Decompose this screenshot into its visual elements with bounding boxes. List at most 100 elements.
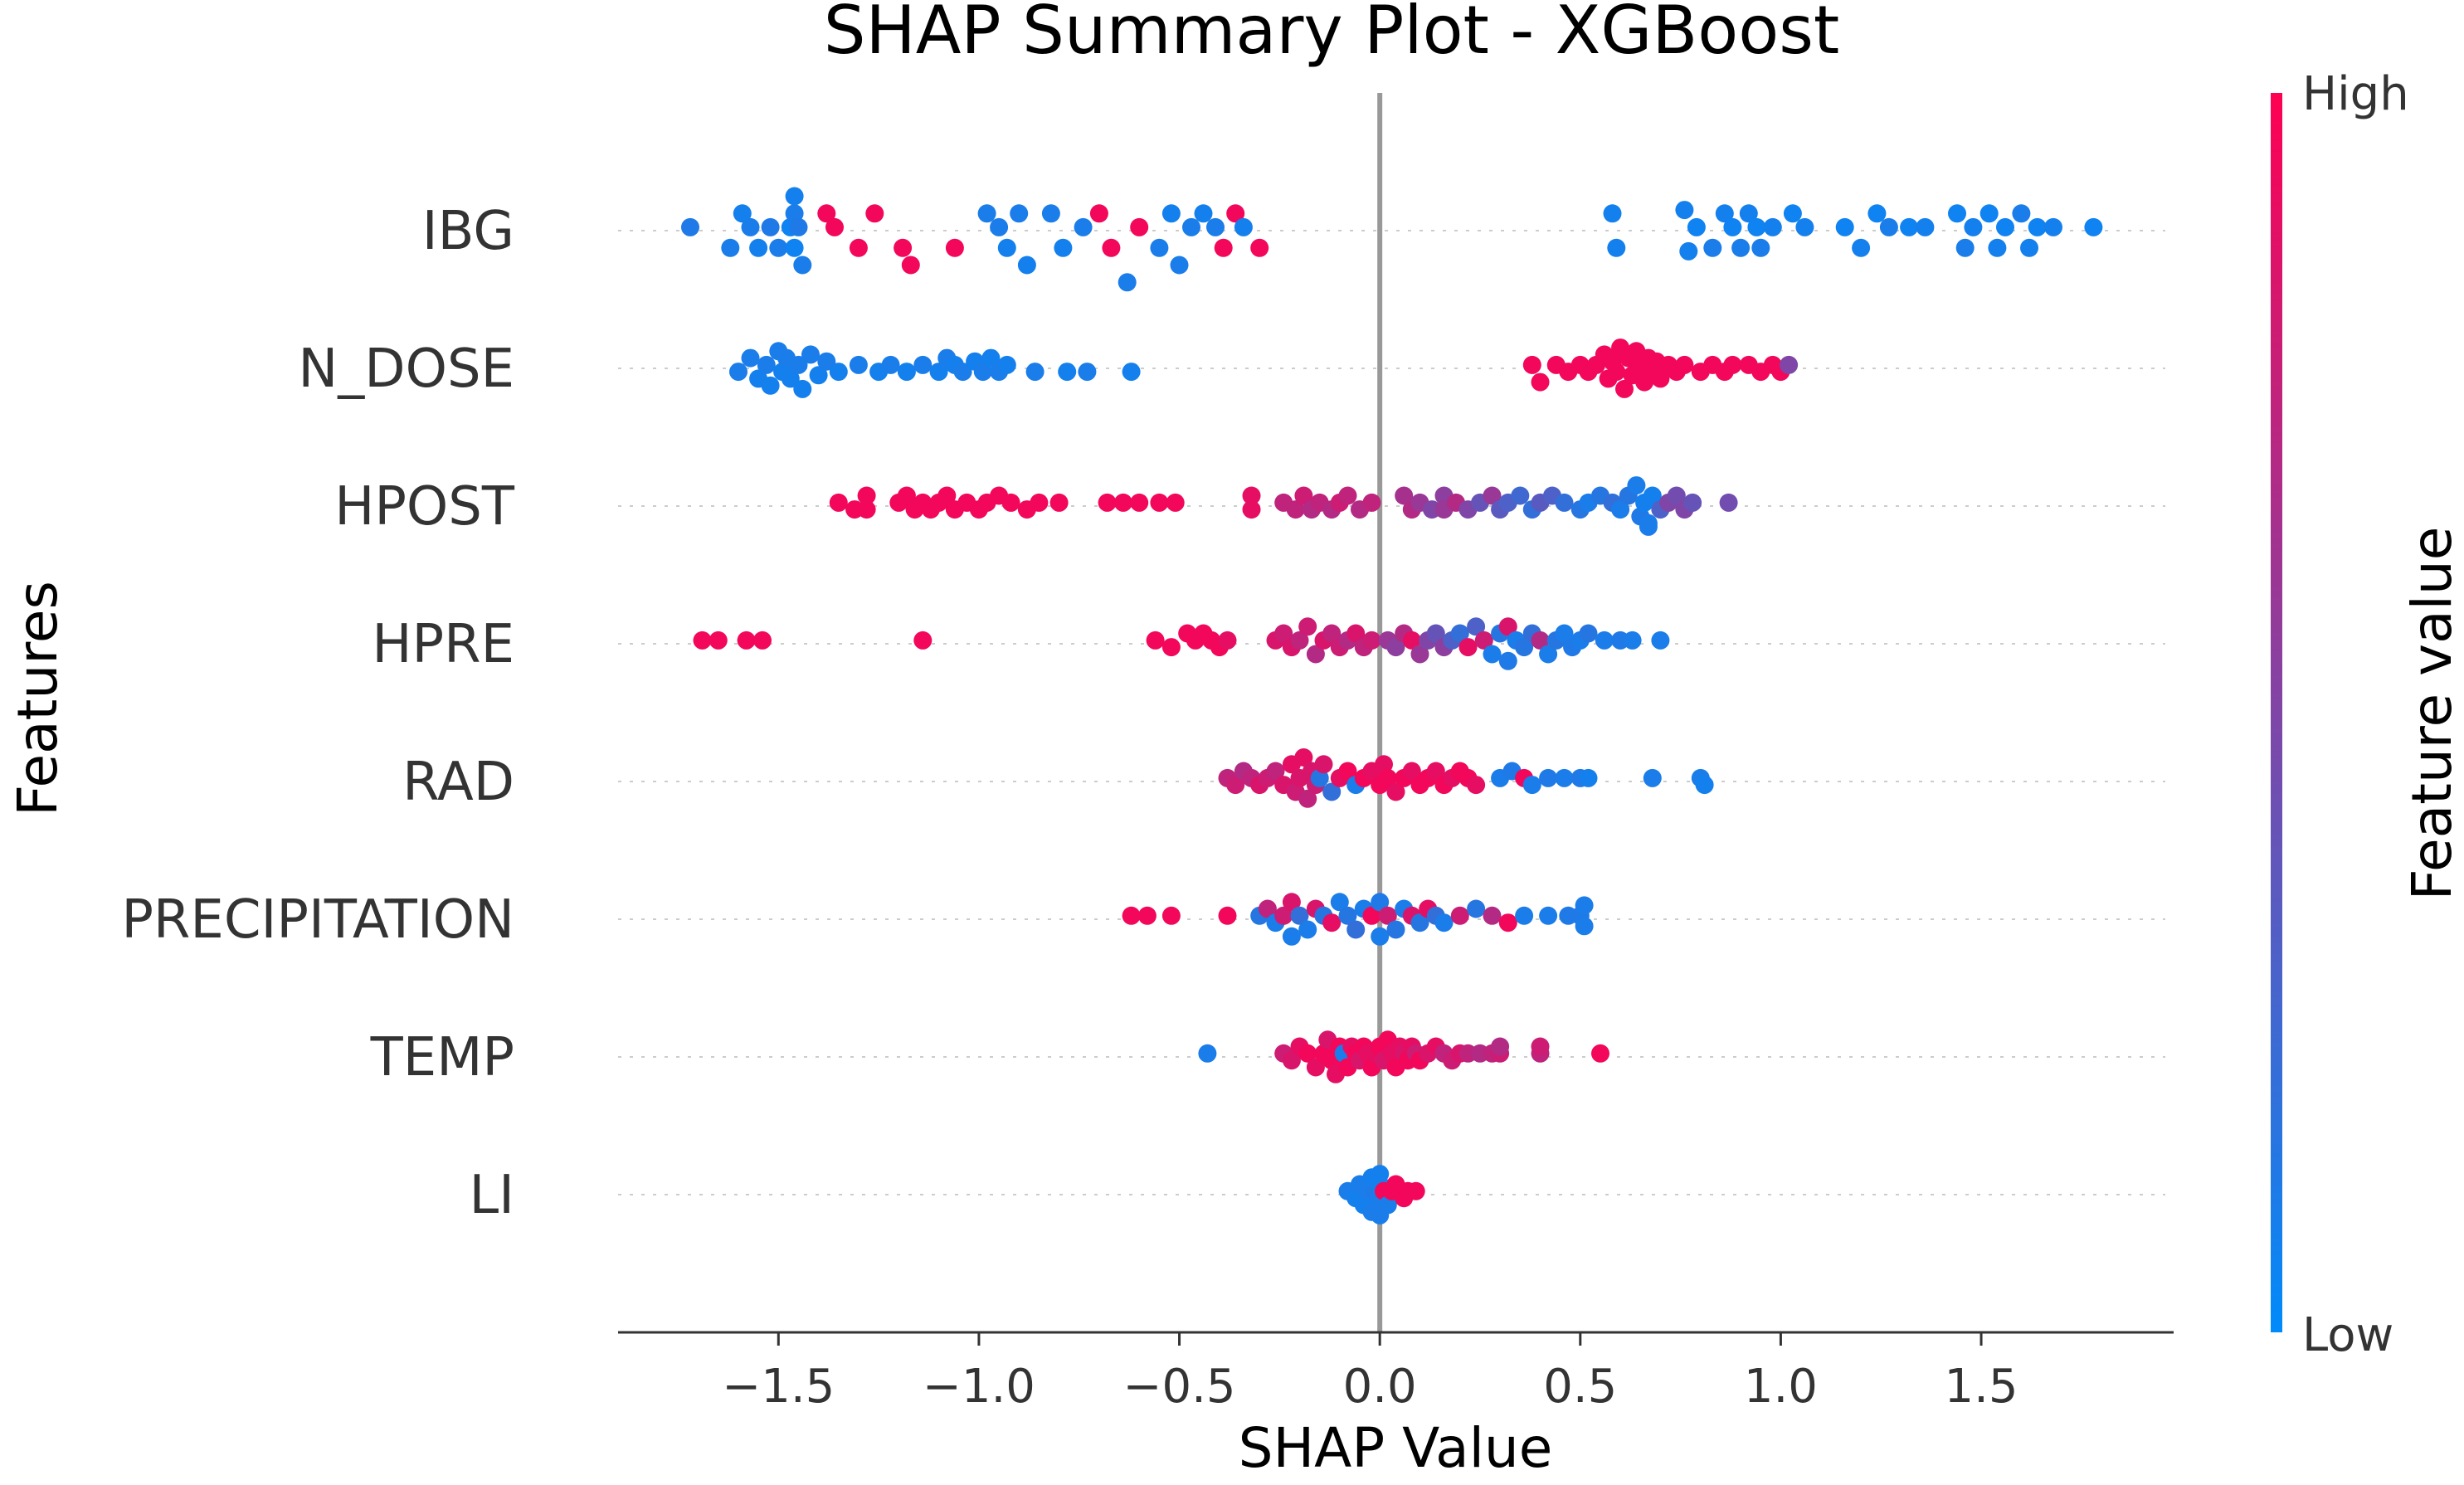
dot-n-dose xyxy=(1675,355,1694,374)
dot-hpre xyxy=(1402,631,1421,650)
feature-label-hpost: HPOST xyxy=(334,476,515,538)
feature-label-rad: RAD xyxy=(402,752,514,813)
dot-rad xyxy=(1338,762,1357,781)
dot-ibg xyxy=(1723,217,1742,236)
dot-hpre xyxy=(1498,617,1517,636)
dot-n-dose xyxy=(881,355,900,374)
x-axis-title: SHAP Value xyxy=(1239,1416,1553,1480)
dot-hpre xyxy=(1474,631,1493,650)
dot-precipitation xyxy=(1322,913,1342,932)
dot-ibg xyxy=(1835,217,1854,236)
dot-ibg xyxy=(785,238,804,257)
dot-hpre xyxy=(1515,638,1534,657)
chart-title: SHAP Summary Plot - XGBoost xyxy=(824,0,1840,69)
dot-rad xyxy=(1579,768,1598,787)
dot-hpost xyxy=(857,500,876,519)
x-tick-label: 1.5 xyxy=(1945,1360,2018,1414)
dot-ibg xyxy=(1916,217,1935,236)
dot-ibg xyxy=(1731,238,1751,257)
dot-ibg xyxy=(1234,217,1253,236)
dot-ibg xyxy=(2084,217,2103,236)
dot-precipitation xyxy=(1575,917,1594,936)
dot-hpre xyxy=(1426,624,1445,643)
dot-ibg xyxy=(997,238,1016,257)
dot-ibg xyxy=(1675,201,1694,220)
dot-ibg xyxy=(733,204,752,223)
dot-hpre xyxy=(1595,631,1614,650)
dot-hpre xyxy=(1458,638,1478,657)
dot-ibg xyxy=(741,217,760,236)
dot-hpost xyxy=(1683,493,1702,512)
dot-rad xyxy=(1266,762,1285,781)
dot-temp xyxy=(1282,1051,1301,1070)
dot-precipitation xyxy=(1218,906,1237,925)
dot-hpost xyxy=(1113,493,1132,512)
dot-n-dose xyxy=(757,355,776,374)
dot-ibg xyxy=(1996,217,2014,236)
dot-n-dose xyxy=(1531,372,1550,392)
dot-hpost xyxy=(1166,493,1185,512)
dot-ibg xyxy=(1214,238,1233,257)
dot-precipitation xyxy=(1498,913,1517,932)
dot-n-dose xyxy=(1780,355,1799,374)
dot-ibg xyxy=(721,238,740,257)
dot-precipitation xyxy=(1258,899,1277,918)
dot-ibg xyxy=(1988,238,2007,257)
dot-n-dose xyxy=(1522,355,1541,374)
dot-n-dose xyxy=(929,363,948,382)
dot-n-dose xyxy=(981,348,1001,368)
dot-n-dose xyxy=(1078,363,1097,382)
dot-n-dose xyxy=(781,369,800,388)
dot-hpre xyxy=(737,631,756,650)
dot-ibg xyxy=(1250,238,1269,257)
dot-hpost xyxy=(1643,486,1662,505)
dot-li xyxy=(1371,1165,1390,1184)
dot-n-dose xyxy=(809,366,828,385)
y-axis-title: Features xyxy=(6,581,70,816)
dot-ibg xyxy=(1879,217,1898,236)
dot-ibg xyxy=(785,204,804,223)
dot-precipitation xyxy=(1450,906,1469,925)
dot-hpre xyxy=(1306,645,1325,664)
dot-hpre xyxy=(1298,617,1317,636)
dot-ibg xyxy=(1118,273,1137,292)
dot-rad xyxy=(1402,762,1421,781)
dot-hpre xyxy=(1623,631,1642,650)
dot-li xyxy=(1378,1195,1397,1215)
x-tick-label: 1.0 xyxy=(1744,1360,1818,1414)
dot-hpre xyxy=(1498,651,1517,670)
dot-ibg xyxy=(817,204,836,223)
feature-labels: IBG N_DOSE HPOST HPRE RAD PRECIPITATION TEMP LI xyxy=(121,201,515,1226)
dot-ibg xyxy=(1170,256,1189,275)
dot-rad xyxy=(1643,768,1662,787)
dot-hpre xyxy=(1410,645,1429,664)
dot-n-dose xyxy=(829,363,848,382)
dot-rad xyxy=(1226,776,1245,795)
dot-precipitation xyxy=(1410,913,1429,932)
dot-hpre xyxy=(1483,645,1502,664)
dot-rad xyxy=(1555,768,1574,787)
dot-ibg xyxy=(761,217,780,236)
dot-ibg xyxy=(1715,204,1734,223)
dot-hpre xyxy=(1290,631,1309,650)
dot-precipitation xyxy=(1282,893,1301,912)
dot-ibg xyxy=(1687,217,1706,236)
dot-n-dose xyxy=(729,363,747,382)
colorbar-high-label: High xyxy=(2302,67,2409,121)
dot-n-dose xyxy=(801,345,820,364)
dot-ibg xyxy=(749,238,768,257)
dot-precipitation xyxy=(1515,906,1534,925)
dot-ibg xyxy=(1041,204,1060,223)
colorbar-title: Feature value xyxy=(2400,527,2464,901)
dot-ibg xyxy=(1763,217,1782,236)
dot-precipitation xyxy=(1330,893,1349,912)
dot-hpost xyxy=(1362,493,1381,512)
dot-rad xyxy=(1314,755,1333,774)
colorbar-low-label: Low xyxy=(2302,1308,2393,1362)
dot-hpre xyxy=(1386,638,1405,657)
dot-hpost xyxy=(1049,493,1069,512)
dot-ibg xyxy=(1017,256,1036,275)
dot-rad xyxy=(1294,748,1313,767)
dot-n-dose xyxy=(1723,355,1742,374)
dot-rad xyxy=(1310,768,1329,787)
